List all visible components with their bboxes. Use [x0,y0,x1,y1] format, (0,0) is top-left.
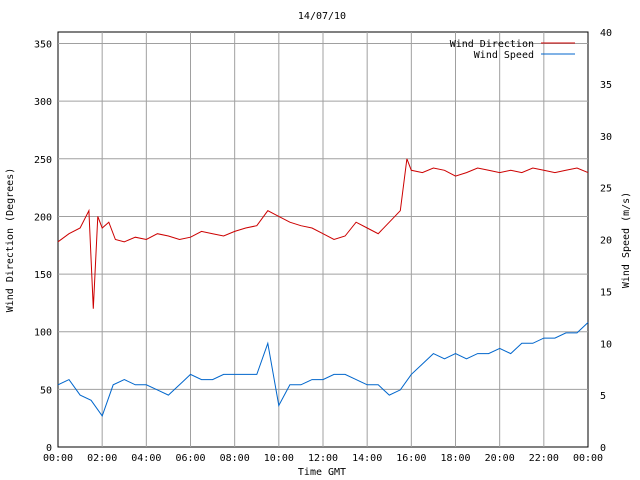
right-tick-label: 20 [600,236,612,247]
chart-title: 14/07/10 [298,11,346,22]
right-axis-label: Wind Speed (m/s) [621,192,632,288]
left-tick-label: 100 [34,328,52,339]
x-tick-label: 10:00 [264,453,294,464]
x-tick-label: 14:00 [352,453,382,464]
left-tick-label: 350 [34,40,52,51]
series-layer [57,158,589,417]
right-tick-label: 0 [600,443,606,454]
x-tick-label: 20:00 [485,453,515,464]
x-tick-label: 16:00 [396,453,426,464]
left-tick-label: 200 [34,212,52,223]
x-axis-label: Time GMT [298,467,346,478]
x-axis-ticks: 00:00 02:00 04:00 06:00 08:00 10:00 12:00 14:00… [43,453,603,464]
right-tick-label: 35 [600,80,612,91]
left-tick-label: 150 [34,270,52,281]
left-axis-ticks: 0 50 100 150 200 250 300 350 [34,40,52,454]
left-tick-label: 250 [34,155,52,166]
x-tick-label: 18:00 [440,453,470,464]
left-tick-label: 0 [46,443,52,454]
grid-lines [58,32,588,447]
left-axis-label: Wind Direction (Degrees) [5,168,16,313]
legend-label: Wind Direction [450,39,534,50]
x-tick-label: 00:00 [43,453,73,464]
legend-label: Wind Speed [474,50,534,61]
left-tick-label: 50 [40,385,52,396]
right-axis-ticks: 0 5 10 15 20 25 30 35 40 [600,28,612,454]
right-tick-label: 15 [600,287,612,298]
series-wind-direction [57,158,589,309]
x-tick-label: 00:00 [573,453,603,464]
right-tick-label: 10 [600,339,612,350]
right-tick-label: 30 [600,132,612,143]
right-tick-label: 5 [600,391,606,402]
x-tick-label: 06:00 [175,453,205,464]
x-tick-label: 04:00 [131,453,161,464]
right-tick-label: 25 [600,184,612,195]
x-tick-label: 12:00 [308,453,338,464]
left-tick-label: 300 [34,97,52,108]
x-tick-label: 08:00 [220,453,250,464]
x-tick-label: 22:00 [529,453,559,464]
series-wind-speed [57,322,589,417]
x-tick-label: 02:00 [87,453,117,464]
right-tick-label: 40 [600,28,612,39]
